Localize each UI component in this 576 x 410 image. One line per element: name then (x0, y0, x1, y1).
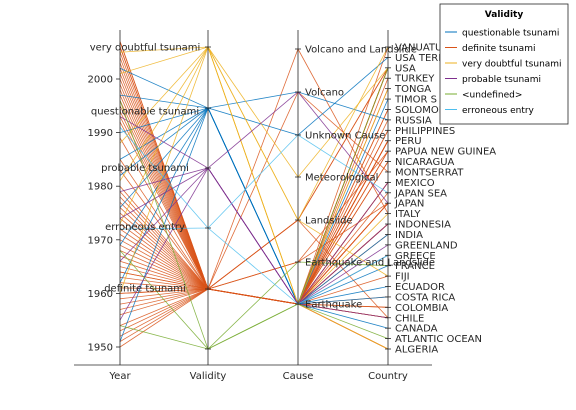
series-line-erroneous-entry-0 (119, 134, 389, 230)
country-label-colombia: COLOMBIA (395, 303, 448, 314)
year-tick-label-1960: 1960 (88, 289, 113, 300)
year-category-label-questionable-tsunami: questionable tsunami (91, 107, 199, 118)
legend-entry-erroneous-entry: erroneous entry (462, 106, 535, 116)
country-label-japan: JAPAN (394, 199, 424, 210)
series-line-very-doubtful-tsunami-4 (119, 46, 389, 221)
series-line-very-doubtful-tsunami-5 (119, 46, 389, 305)
country-label-chile: CHILE (395, 313, 424, 324)
cause-label-earthquake-and-landslide: Earthquake and Landslide (305, 258, 435, 269)
country-label-indonesia: INDONESIA (395, 220, 451, 231)
country-label-atlantic-ocean: ATLANTIC OCEAN (395, 334, 482, 345)
country-label-france: FRANCE (395, 261, 435, 272)
country-label-ecuador: ECUADOR (395, 282, 445, 293)
series-very-doubtful-tsunami (119, 45, 389, 350)
axes (74, 30, 432, 366)
year-tick-label-1980: 1980 (88, 182, 113, 193)
series-line-undefined-2 (119, 67, 389, 350)
year-category-label-probable-tsunami: probable tsunami (101, 163, 189, 174)
series-line-undefined-1 (119, 250, 389, 350)
country-label-philippines: PHILIPPINES (395, 126, 455, 137)
series-line-questionable-tsunami-4 (119, 57, 389, 176)
year-tick-label-1950: 1950 (88, 343, 113, 354)
country-label-costa-rica: COSTA RICA (395, 292, 455, 303)
country-label-vanuatu: VANUATU (395, 43, 442, 54)
country-label-italy: ITALY (395, 209, 421, 220)
legend-entry-questionable-tsunami: questionable tsunami (462, 29, 559, 39)
legend-entry-probable-tsunami: probable tsunami (462, 75, 541, 85)
axis-title-cause: Cause (283, 371, 314, 382)
year-category-label-erroneous-entry: erroneous entry (105, 222, 185, 233)
country-label-turkey: TURKEY (394, 74, 435, 85)
year-category-label-definite-tsunami: definite tsunami (104, 284, 186, 295)
year-category-label-very-doubtful-tsunami: very doubtful tsunami (90, 42, 201, 53)
axis-title-country: Country (368, 371, 408, 382)
country-label-tonga: TONGA (394, 84, 431, 95)
country-label-canada: CANADA (395, 324, 438, 335)
axis-title-year: Year (108, 371, 131, 382)
country-label-india: INDIA (395, 230, 423, 241)
country-label-usa-territory: USA TERRITORY (395, 53, 475, 64)
axis-title-validity: Validity (190, 371, 227, 382)
legend-title: Validity (485, 10, 524, 20)
series-line-very-doubtful-tsunami-2 (119, 46, 389, 182)
country-label-algeria: ALGERIA (395, 345, 438, 356)
series-line-definite-tsunami-50 (119, 46, 389, 291)
year-tick-label-1990: 1990 (88, 128, 113, 139)
country-label-peru: PERU (395, 136, 422, 147)
country-label-timor-s: TIMOR S (394, 95, 437, 106)
year-tick-label-1970: 1970 (88, 235, 113, 246)
country-label-solomon: SOLOMON (395, 105, 446, 116)
cause-label-meteorological: Meteorological (305, 173, 378, 184)
series-probable-tsunami (119, 91, 389, 321)
legend-entry-definite-tsunami: definite tsunami (462, 44, 535, 54)
axis-labels: 1950 1960 1970 1980 1990 2000 very doubtful ts… (88, 42, 497, 382)
country-label-russia: RUSSIA (395, 115, 432, 126)
country-label-greece: GREECE (395, 251, 436, 262)
country-label-papua-new-guinea: PAPUA NEW GUINEA (395, 147, 496, 158)
cause-label-earthquake: Earthquake (305, 300, 362, 311)
series-lines (119, 41, 389, 350)
country-label-montserrat: MONTSERRAT (395, 167, 464, 178)
country-label-nicaragua: NICARAGUA (395, 157, 455, 168)
series-undefined (119, 67, 389, 350)
country-label-usa: USA (395, 63, 416, 74)
series-line-questionable-tsunami-6 (119, 91, 389, 133)
cause-label-unknown-cause: Unknown Cause (305, 131, 385, 142)
series-erroneous-entry (119, 126, 389, 305)
series-line-questionable-tsunami-8 (119, 67, 389, 305)
country-label-japan-sea: JAPAN SEA (394, 188, 447, 199)
legend-box (439, 3, 569, 125)
series-line-probable-tsunami-2 (119, 91, 389, 219)
country-label-fiji: FIJI (395, 272, 410, 283)
cause-label-volcano: Volcano (305, 88, 344, 99)
legend-entry-undefined: <undefined> (462, 91, 522, 101)
country-label-greenland: GREENLAND (395, 240, 458, 251)
legend: Validity questionable tsunami definite tsu… (439, 3, 569, 125)
cause-label-landslide: Landslide (305, 216, 353, 227)
series-line-erroneous-entry-1 (119, 126, 389, 305)
country-label-mexico: MEXICO (395, 178, 435, 189)
cause-label-volcano-and-landslide: Volcano and Landslide (305, 45, 417, 56)
year-tick-label-2000: 2000 (88, 75, 113, 86)
legend-entry-very-doubtful-tsunami: very doubtful tsunami (462, 60, 562, 70)
